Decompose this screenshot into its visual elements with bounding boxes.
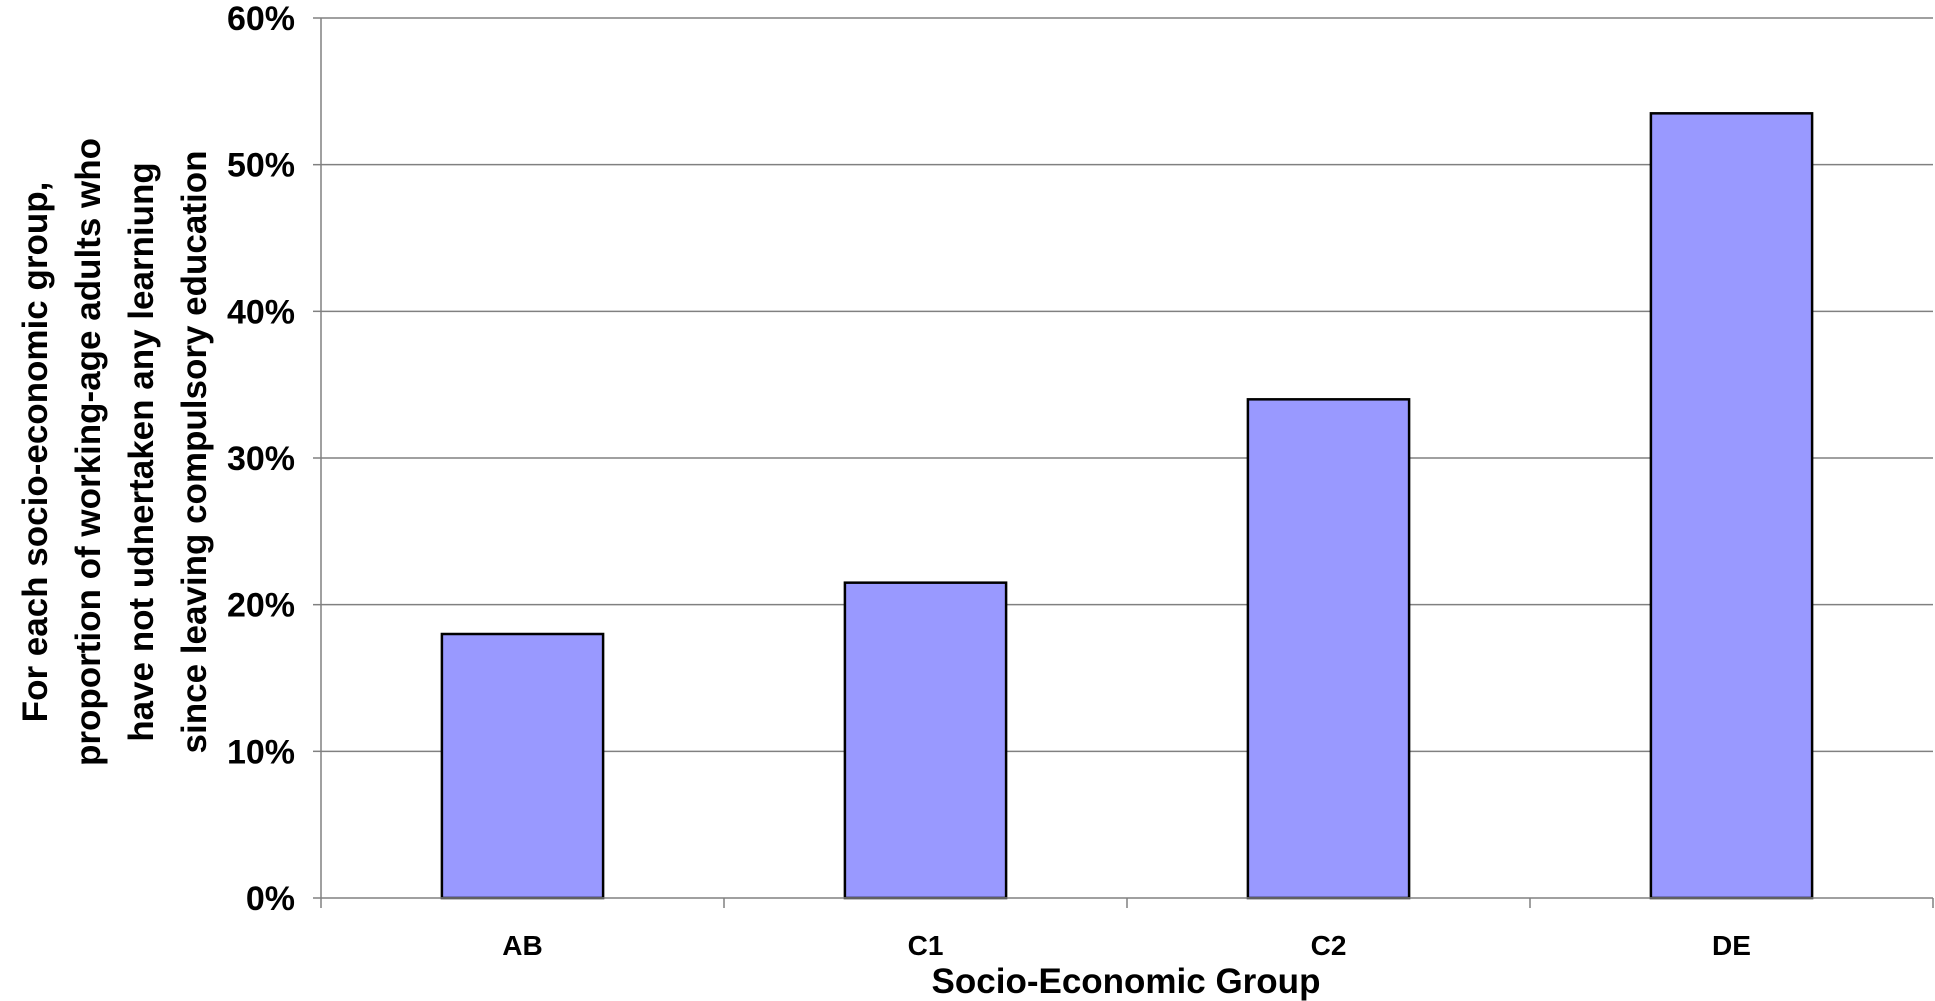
y-axis-title-line-2: proportion of working-age adults who xyxy=(69,138,108,766)
x-category-label: AB xyxy=(502,930,542,961)
bar-ab xyxy=(440,632,605,900)
y-axis-title-line-4: since leaving compulsory education xyxy=(175,151,214,754)
bar-c1 xyxy=(843,581,1008,900)
y-axis-title-line-3: have not udnertaken any learniung xyxy=(122,162,161,742)
x-category-label: DE xyxy=(1712,930,1751,961)
y-tick-label: 20% xyxy=(227,587,295,625)
x-category-label: C2 xyxy=(1311,930,1347,961)
y-axis-title-line-1: For each socio-economic group, xyxy=(16,182,55,723)
x-category-labels: AB C1 C2 DE xyxy=(502,930,1751,961)
y-tick-label: 40% xyxy=(227,293,295,331)
x-axis-title: Socio-Economic Group xyxy=(932,962,1321,1001)
x-category-label: C1 xyxy=(908,930,944,961)
bar-c2 xyxy=(1246,398,1411,900)
y-tick-label: 50% xyxy=(227,147,295,185)
axes xyxy=(313,17,1934,908)
y-tick-label: 10% xyxy=(227,733,295,771)
y-tick-label: 60% xyxy=(227,0,295,38)
bars xyxy=(440,112,1814,900)
y-tick-label: 30% xyxy=(227,440,295,478)
y-tick-labels: 0% 10% 20% 30% 40% 50% 60% xyxy=(227,0,295,918)
bar-de xyxy=(1649,112,1814,900)
y-tick-label: 0% xyxy=(246,880,295,918)
y-axis-title: For each socio-economic group, proportio… xyxy=(16,138,214,766)
